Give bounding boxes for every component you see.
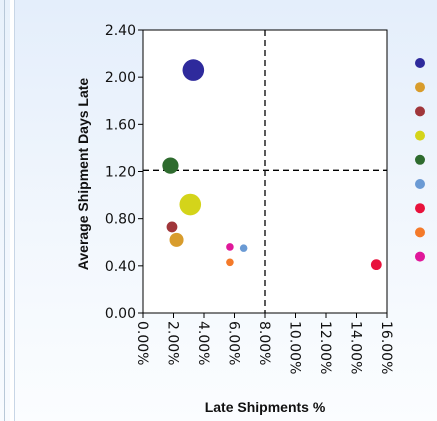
legend: [415, 58, 425, 262]
legend-marker: [415, 227, 425, 238]
legend-marker: [415, 251, 425, 262]
x-tick-label: 10.00%: [287, 321, 303, 374]
legend-marker: [415, 203, 425, 214]
reference-lines: [143, 30, 387, 313]
legend-marker: [415, 58, 425, 68]
data-point: [239, 244, 248, 252]
y-tick-label: 2.40: [105, 23, 136, 39]
data-points: [162, 59, 382, 271]
data-point: [226, 258, 234, 267]
y-tick-label: 1.60: [105, 117, 136, 133]
data-point: [162, 157, 179, 174]
legend-marker: [415, 154, 425, 165]
x-tick-label: 12.00%: [317, 321, 333, 374]
data-point: [166, 221, 178, 233]
legend-marker: [415, 130, 425, 141]
y-tick-label: 0.00: [105, 306, 136, 322]
y-tick-label: 2.00: [105, 70, 136, 86]
data-point: [182, 59, 205, 81]
x-tick-label: 8.00%: [256, 321, 272, 365]
data-point: [370, 259, 382, 271]
legend-marker: [415, 106, 425, 117]
y-axis-ticks: 0.00 0.40 0.80 1.20 1.60 2.00 2.40: [105, 23, 143, 322]
y-tick-label: 0.80: [105, 212, 136, 228]
data-point: [169, 232, 184, 247]
legend-marker: [415, 82, 425, 93]
left-panel-divider: [4, 0, 5, 421]
left-panel-edge: [0, 0, 10, 421]
x-tick-label: 14.00%: [348, 321, 364, 374]
x-tick-label: 6.00%: [226, 321, 242, 365]
x-tick-label: 4.00%: [195, 321, 211, 365]
x-tick-label: 0.00%: [134, 321, 150, 365]
y-tick-label: 1.20: [105, 165, 136, 181]
data-point: [226, 243, 234, 251]
data-point: [179, 193, 202, 216]
y-axis-label: Average Shipment Days Late: [75, 78, 91, 271]
legend-marker: [415, 179, 425, 189]
x-tick-label: 16.00%: [378, 321, 394, 374]
x-axis-ticks: 0.00% 2.00% 4.00% 6.00% 8.00% 10.00% 12.00% 14.…: [134, 313, 394, 374]
x-tick-label: 2.00%: [165, 321, 181, 365]
y-tick-label: 0.40: [105, 259, 136, 275]
x-axis-label: Late Shipments %: [205, 399, 326, 415]
